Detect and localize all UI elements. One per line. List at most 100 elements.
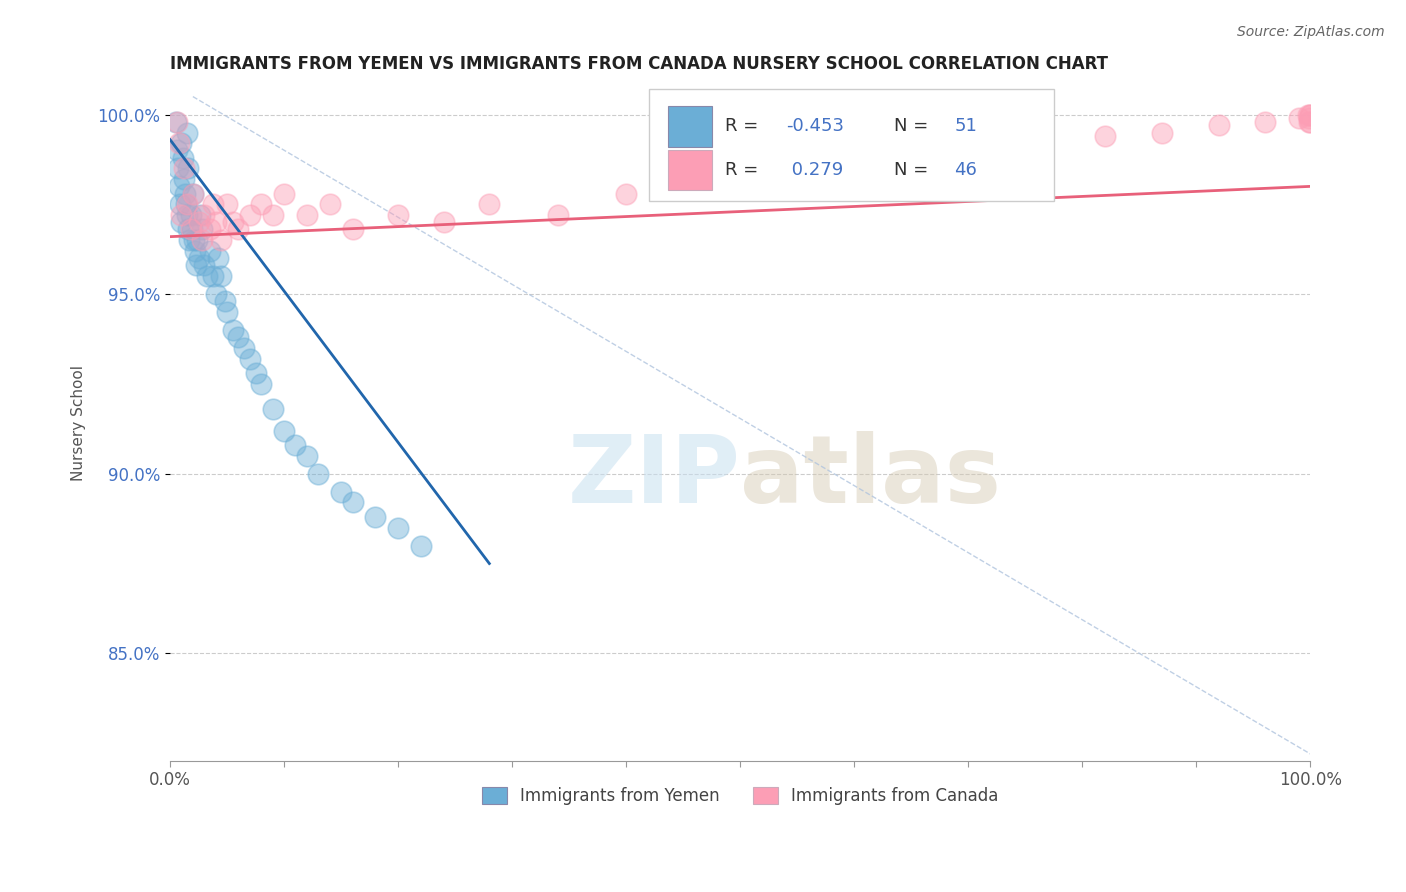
Point (250, 197, 273, 211)
Point (202, 197, 225, 211)
Point (1299, 107, 1322, 121)
Text: N =: N = (894, 117, 934, 135)
Point (177, 222, 200, 236)
Point (172, 151, 194, 165)
Point (239, 351, 262, 366)
Point (273, 424, 295, 438)
Point (209, 233, 232, 247)
Point (409, 539, 432, 553)
Point (180, 208, 202, 222)
Point (187, 251, 209, 265)
Point (1298, 114, 1320, 128)
Point (181, 186, 204, 201)
Point (176, 197, 198, 211)
Point (222, 215, 245, 229)
Text: R =: R = (725, 117, 765, 135)
Point (186, 259, 208, 273)
Point (165, 114, 187, 128)
Point (342, 495, 364, 509)
Point (170, 208, 193, 222)
Point (184, 244, 207, 258)
Point (177, 161, 200, 176)
Point (1208, 118, 1230, 132)
Point (245, 366, 267, 380)
Point (166, 114, 188, 128)
Point (167, 136, 190, 151)
Point (169, 197, 191, 211)
Point (193, 208, 215, 222)
Point (820, 161, 842, 176)
Point (250, 376, 273, 391)
Point (176, 126, 198, 140)
Point (214, 294, 236, 309)
Point (222, 323, 245, 337)
Point (217, 197, 239, 211)
Point (1094, 129, 1116, 144)
Point (174, 186, 197, 201)
Point (193, 259, 215, 273)
Point (228, 222, 250, 236)
Point (342, 222, 364, 236)
Text: N =: N = (894, 161, 934, 179)
Point (170, 136, 193, 151)
Point (191, 233, 214, 247)
Point (183, 233, 205, 247)
Point (202, 269, 225, 284)
Point (198, 222, 221, 236)
Point (318, 197, 340, 211)
Point (166, 144, 188, 158)
Point (173, 172, 195, 186)
Point (284, 438, 307, 452)
Point (176, 208, 198, 222)
Text: ZIP: ZIP (567, 432, 740, 524)
Point (170, 215, 193, 229)
Point (187, 215, 209, 229)
Text: 0.279: 0.279 (786, 161, 844, 179)
Point (387, 520, 409, 534)
Point (262, 208, 284, 222)
Text: 51: 51 (955, 117, 977, 135)
Point (1296, 107, 1319, 121)
Point (1152, 126, 1174, 140)
Point (387, 208, 409, 222)
Point (1298, 111, 1320, 125)
Point (167, 161, 190, 176)
Point (614, 186, 637, 201)
Point (179, 233, 201, 247)
Point (239, 208, 262, 222)
Point (180, 222, 202, 236)
Point (307, 467, 329, 481)
Point (186, 233, 208, 247)
Point (188, 208, 211, 222)
Point (295, 208, 318, 222)
Point (1025, 136, 1047, 151)
Point (273, 186, 295, 201)
Text: R =: R = (725, 161, 765, 179)
Point (209, 269, 232, 284)
Point (233, 341, 256, 355)
Point (547, 208, 569, 222)
Y-axis label: Nursery School: Nursery School (72, 366, 86, 482)
Text: Source: ZipAtlas.com: Source: ZipAtlas.com (1237, 25, 1385, 39)
Point (181, 186, 204, 201)
Point (180, 222, 202, 236)
Point (207, 251, 229, 265)
Point (228, 330, 250, 344)
Point (198, 244, 221, 258)
Point (364, 509, 387, 524)
Point (330, 484, 353, 499)
Point (1299, 107, 1322, 121)
Point (478, 197, 501, 211)
Point (217, 305, 239, 319)
Point (295, 449, 318, 463)
Point (1288, 111, 1310, 125)
Point (683, 179, 706, 194)
Legend: Immigrants from Yemen, Immigrants from Canada: Immigrants from Yemen, Immigrants from C… (474, 779, 1007, 814)
Point (889, 151, 911, 165)
Point (173, 161, 195, 176)
Text: atlas: atlas (740, 432, 1001, 524)
Text: IMMIGRANTS FROM YEMEN VS IMMIGRANTS FROM CANADA NURSERY SCHOOL CORRELATION CHART: IMMIGRANTS FROM YEMEN VS IMMIGRANTS FROM… (170, 55, 1108, 73)
Bar (668, 150, 711, 191)
Point (1253, 114, 1275, 128)
Point (433, 215, 456, 229)
